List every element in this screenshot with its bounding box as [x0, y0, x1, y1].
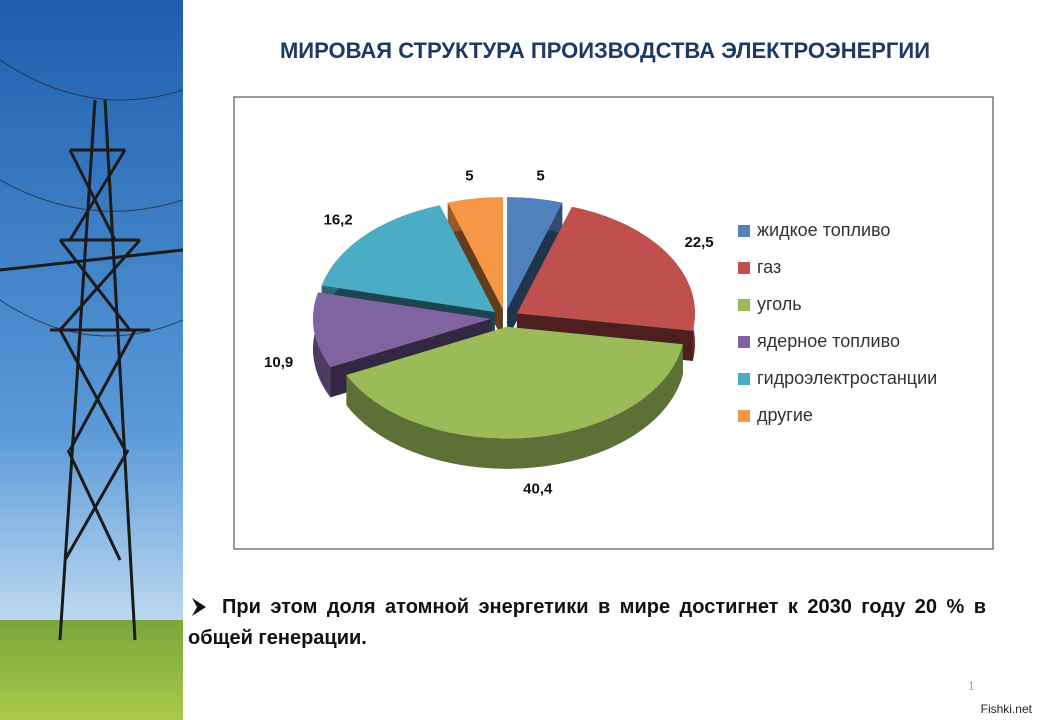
- chart-frame: [233, 96, 994, 550]
- bullet-arrow: [192, 598, 206, 616]
- slice-wall: [346, 344, 683, 469]
- legend-swatch: [738, 225, 750, 237]
- watermark: Fishki.net: [978, 702, 1034, 716]
- data-label: 5: [465, 168, 473, 185]
- data-label: 5: [536, 168, 544, 185]
- slice: [346, 326, 683, 469]
- slice: [516, 206, 695, 361]
- data-label: 22,5: [684, 234, 713, 251]
- legend-label: газ: [757, 257, 781, 277]
- slice: [447, 197, 503, 310]
- legend-label: уголь: [757, 294, 802, 314]
- legend-label: ядерное топливо: [757, 331, 900, 351]
- legend-swatch: [738, 262, 750, 274]
- legend-swatch: [738, 373, 750, 385]
- slice-side: [507, 202, 563, 340]
- chart-title: МИРОВАЯ СТРУКТУРА ПРОИЗВОДСТВА ЭЛЕКТРОЭН…: [280, 38, 930, 63]
- legend-swatch: [738, 336, 750, 348]
- data-label: 40,4: [523, 481, 553, 498]
- legend-swatch: [738, 410, 750, 422]
- background-photo: [0, 0, 183, 720]
- slice: [321, 205, 495, 313]
- legend-label: жидкое топливо: [757, 220, 890, 240]
- legend-label: другие: [757, 405, 813, 425]
- slice: [507, 197, 563, 310]
- slice: [313, 292, 492, 368]
- legend-label: гидроэлектростанции: [757, 368, 937, 388]
- legend-swatch: [738, 299, 750, 311]
- data-label: 16,2: [324, 212, 353, 229]
- slice: [346, 326, 683, 439]
- data-label: 10,9: [264, 354, 293, 371]
- page-number: 1: [968, 678, 975, 693]
- slice: [516, 206, 695, 331]
- note-text: При этом доля атомной энергетики в мире …: [188, 596, 986, 649]
